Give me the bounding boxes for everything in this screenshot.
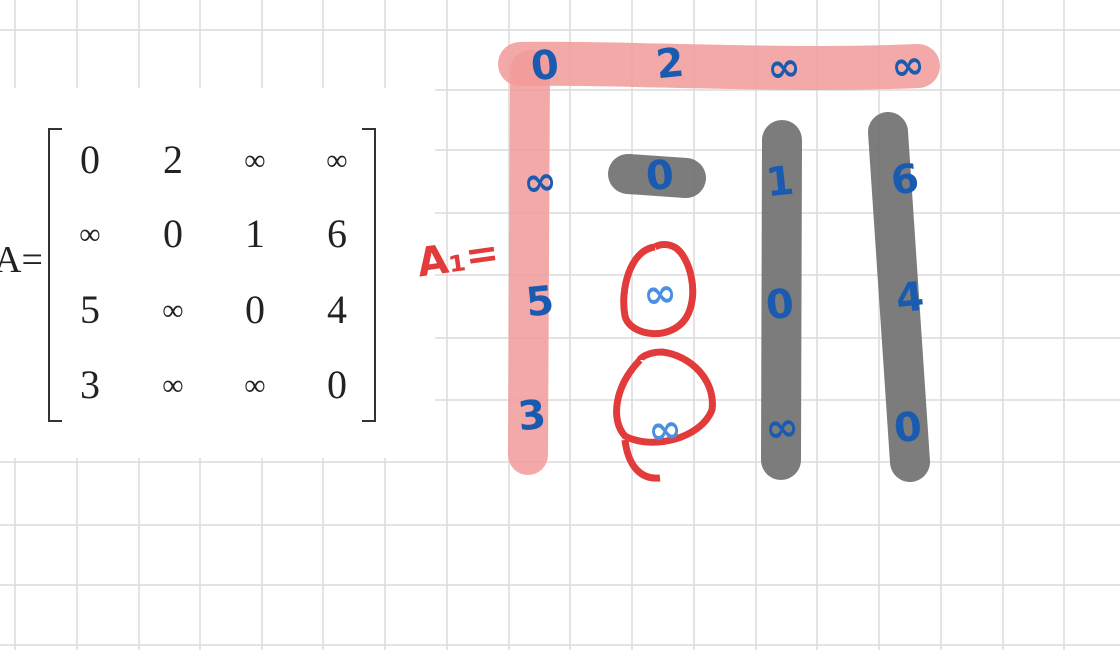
matrix-cell: ∞ (162, 369, 184, 402)
matrix-cell: ∞ (162, 294, 184, 327)
gray-highlight-column (868, 112, 930, 482)
matrix-label: A= (0, 239, 43, 281)
matrix-cell: ∞ (244, 369, 266, 402)
matrix-cell: ∞ (79, 218, 101, 251)
hw-cell: 0 (763, 280, 797, 330)
matrix-cell: 6 (327, 211, 347, 256)
hw-cell: ∞ (763, 403, 801, 453)
printed-matrix: A= 0 2 ∞ ∞ ∞ 0 1 6 5 ∞ 0 4 3 ∞ ∞ 0 (0, 110, 420, 430)
matrix-cell: 0 (80, 137, 100, 182)
matrix-left-bracket (48, 128, 62, 422)
hw-cell: 2 (653, 39, 687, 89)
row-highlight (498, 41, 940, 90)
matrix-cell: 2 (163, 137, 183, 182)
matrix-cell: ∞ (244, 144, 266, 177)
hw-cell: 6 (888, 155, 922, 205)
hw-cell: ∞ (646, 405, 684, 455)
matrix-cell: 3 (80, 362, 100, 407)
matrix-cell: 0 (327, 362, 347, 407)
hw-cell: 0 (643, 151, 677, 201)
matrix-cell: 0 (163, 211, 183, 256)
handwritten-matrix-label: A₁= (414, 229, 502, 287)
hw-cell: ∞ (641, 269, 679, 319)
red-circle (620, 241, 697, 337)
gray-highlight-cell (608, 154, 706, 198)
hw-cell: ∞ (521, 157, 559, 207)
hw-cell: 4 (893, 273, 927, 323)
red-circle (613, 348, 716, 482)
hw-cell: ∞ (889, 41, 927, 91)
matrix-cell: 5 (80, 287, 100, 332)
matrix-cell: 1 (245, 211, 265, 256)
matrix-right-bracket (362, 128, 376, 422)
matrix-cell: ∞ (326, 144, 348, 177)
matrix-cell: 0 (245, 287, 265, 332)
matrix-background (0, 88, 435, 458)
hw-cell: 3 (515, 391, 549, 441)
hw-cell: 1 (763, 157, 797, 207)
column-highlight (508, 50, 550, 475)
gray-highlight-column (761, 120, 802, 480)
hw-cell: 5 (523, 277, 557, 327)
matrix-cell: 4 (327, 287, 347, 332)
hw-cell: 0 (891, 403, 925, 453)
hw-cell: 0 (528, 41, 562, 91)
hw-cell: ∞ (765, 43, 803, 93)
